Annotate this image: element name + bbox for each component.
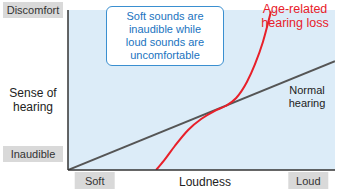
html-text:Soft sounds are: Soft sounds are bbox=[126, 10, 204, 22]
html-text:uncomfortable: uncomfortable bbox=[130, 49, 200, 61]
html-text:Normal: Normal bbox=[289, 84, 325, 96]
html-text:hearing: hearing bbox=[13, 100, 53, 114]
html-text:Age-related: Age-related bbox=[262, 2, 328, 16]
svg-text:Loud: Loud bbox=[296, 175, 320, 187]
html-text:hearing loss: hearing loss bbox=[261, 16, 329, 30]
svg-text:Soft: Soft bbox=[85, 175, 105, 187]
html-text:Loudness: Loudness bbox=[179, 175, 231, 189]
html-text:Sense of: Sense of bbox=[9, 86, 57, 100]
svg-text:Discomfort: Discomfort bbox=[8, 4, 59, 16]
svg-text:Inaudible: Inaudible bbox=[11, 148, 56, 160]
html-text:inaudible while: inaudible while bbox=[128, 23, 202, 35]
html-text:hearing: hearing bbox=[288, 97, 326, 109]
html-text:loud sounds are: loud sounds are bbox=[125, 36, 205, 48]
